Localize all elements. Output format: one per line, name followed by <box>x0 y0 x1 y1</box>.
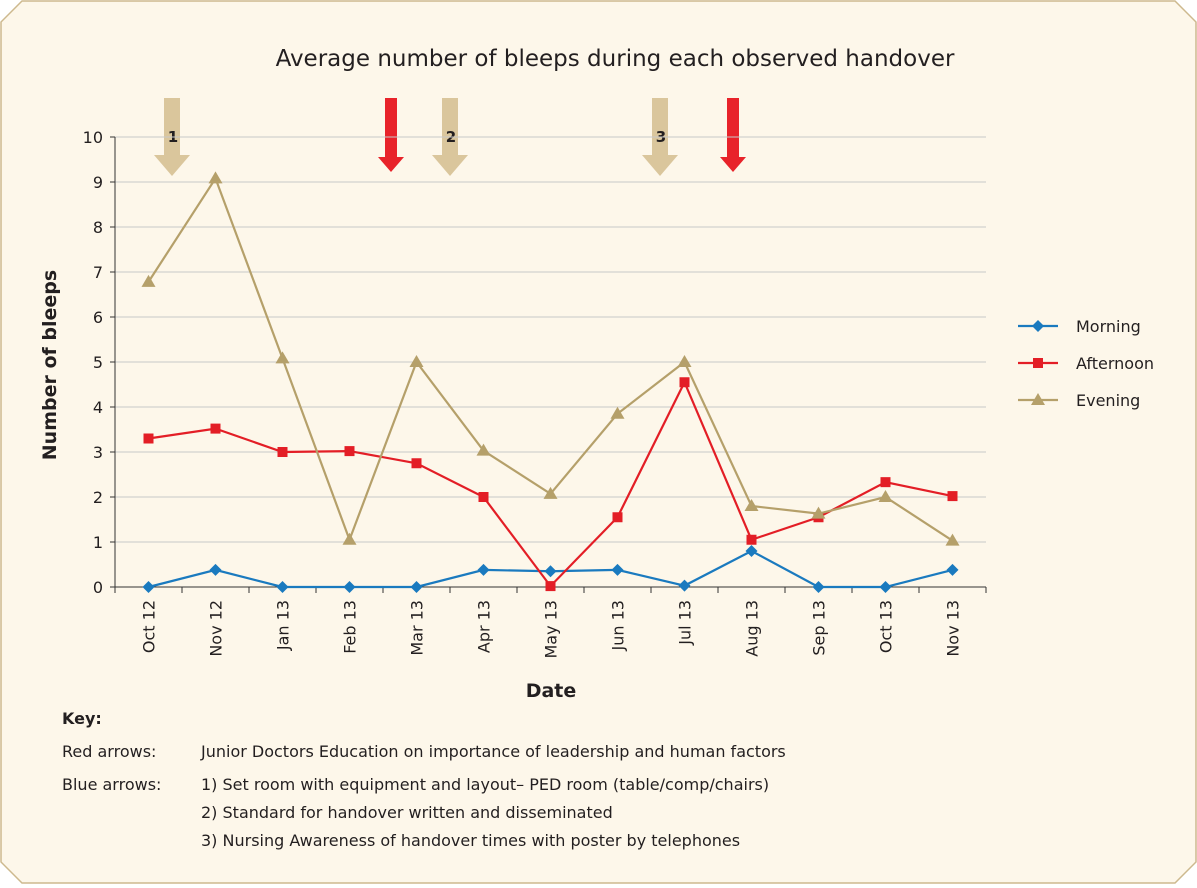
data-point <box>946 563 959 576</box>
data-point <box>209 563 222 576</box>
legend-marker <box>1031 393 1045 405</box>
data-point <box>744 499 759 511</box>
data-point <box>342 532 357 545</box>
data-point <box>880 477 891 488</box>
data-point <box>275 351 290 364</box>
y-tick-label: 7 <box>93 263 103 282</box>
y-tick-label: 1 <box>93 533 103 552</box>
legend-marker <box>1032 320 1044 332</box>
chart-title: Average number of bleeps during each obs… <box>276 46 955 72</box>
data-point <box>678 579 691 592</box>
legend-marker <box>1033 358 1043 368</box>
key-blue-item: 2) Standard for handover written and dis… <box>201 803 613 822</box>
key-blue-item: 3) Nursing Awareness of handover times w… <box>201 831 740 850</box>
x-tick-label: Sep 13 <box>810 600 829 656</box>
x-tick-label: May 13 <box>542 600 561 659</box>
y-tick-label: 4 <box>93 398 103 417</box>
data-point <box>544 565 557 578</box>
data-point <box>476 443 491 456</box>
x-tick-label: Nov 13 <box>944 600 963 657</box>
key-blue-item: 1) Set room with equipment and layout– P… <box>201 775 769 794</box>
data-point <box>478 492 489 502</box>
y-tick-label: 8 <box>93 218 103 237</box>
y-tick-label: 3 <box>93 443 103 462</box>
x-tick-label: Jan 13 <box>274 600 293 651</box>
data-point <box>276 581 289 593</box>
y-axis-label: Number of bleeps <box>39 270 61 460</box>
data-point <box>143 433 154 444</box>
data-point <box>141 274 156 287</box>
x-tick-label: Nov 12 <box>207 600 226 657</box>
legend-label: Evening <box>1076 391 1140 410</box>
key: Key: Red arrows: Junior Doctors Educatio… <box>62 709 786 850</box>
data-point <box>612 512 623 523</box>
data-point <box>947 491 958 502</box>
key-red-text: Junior Doctors Education on importance o… <box>200 742 786 761</box>
data-point <box>410 581 423 593</box>
x-tick-label: Apr 13 <box>475 600 494 653</box>
x-axis-label: Date <box>526 680 577 702</box>
y-tick-label: 2 <box>93 488 103 507</box>
y-tick-label: 0 <box>93 578 103 597</box>
x-tick-label: Jun 13 <box>609 600 628 651</box>
data-point <box>945 533 960 546</box>
data-point <box>411 458 422 469</box>
data-point <box>812 581 825 593</box>
key-red-label: Red arrows: <box>62 742 156 761</box>
data-point <box>746 534 757 545</box>
y-tick-label: 5 <box>93 353 103 372</box>
y-tick-label: 9 <box>93 173 103 192</box>
x-tick-label: Jul 13 <box>676 600 695 646</box>
key-blue-label: Blue arrows: <box>62 775 161 794</box>
x-tick-label: Mar 13 <box>408 600 427 656</box>
y-tick-label: 6 <box>93 308 103 327</box>
x-tick-label: Oct 12 <box>140 600 159 653</box>
red-arrows <box>378 98 746 172</box>
key-heading: Key: <box>62 709 102 728</box>
data-point <box>878 490 893 502</box>
data-point <box>745 545 758 557</box>
data-point <box>343 581 356 593</box>
x-tick-label: Oct 13 <box>877 600 896 653</box>
data-point <box>811 506 826 519</box>
data-point <box>477 563 490 576</box>
data-point <box>142 581 155 593</box>
data-point <box>344 446 355 457</box>
y-tick-label: 10 <box>83 128 103 147</box>
data-point <box>210 423 221 434</box>
x-tick-label: Feb 13 <box>341 600 360 654</box>
data-point <box>610 406 625 419</box>
data-point <box>208 171 223 184</box>
data-point <box>879 581 892 593</box>
data-point <box>679 377 690 388</box>
x-tick-label: Aug 13 <box>743 600 762 657</box>
data-point <box>409 355 424 367</box>
red-arrow <box>378 98 404 172</box>
data-point <box>545 581 556 592</box>
data-point <box>611 563 624 576</box>
red-arrow <box>720 98 746 172</box>
data-point <box>677 355 692 367</box>
data-point <box>277 447 288 457</box>
data-point <box>543 486 558 499</box>
legend-label: Afternoon <box>1076 354 1154 373</box>
legend-label: Morning <box>1076 317 1141 336</box>
